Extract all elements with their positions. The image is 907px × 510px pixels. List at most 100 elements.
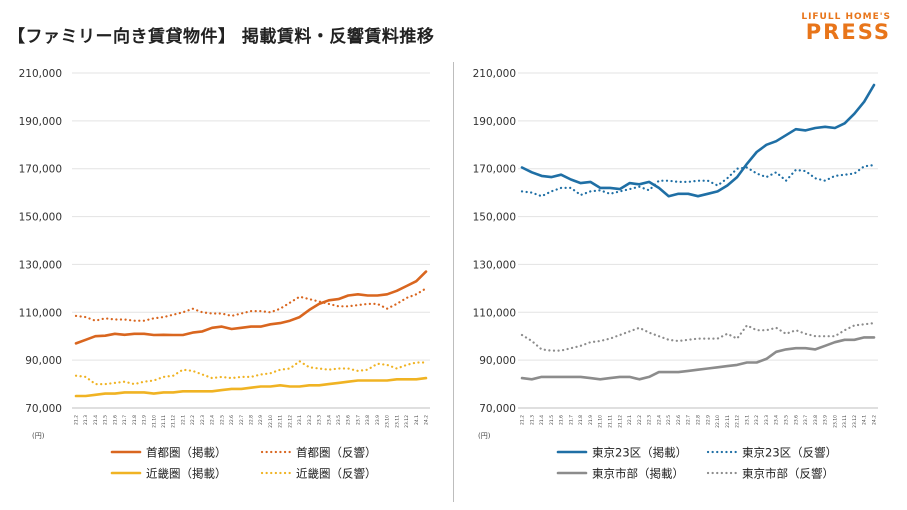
x-tick-label: 21.7 (122, 415, 128, 425)
x-tick-label: 23.10 (385, 415, 391, 428)
chart-divider (453, 62, 454, 502)
x-tick-label: 21.6 (559, 415, 565, 425)
x-tick-label: 22.6 (229, 415, 235, 425)
unit-label: (円) (32, 432, 45, 440)
series-line-2 (520, 164, 876, 198)
x-tick-label: 21.10 (151, 415, 157, 428)
x-tick-label: 23.12 (404, 415, 410, 428)
chart-tokyo23-vs-tama: 70,000 90,000 110,000 130,000 150,000 170,000… (473, 68, 878, 481)
x-tick-label: 23.9 (823, 415, 829, 425)
x-tick-label: 23.11 (842, 415, 848, 428)
x-tick-label: 22.4 (656, 415, 662, 425)
y-tick-label: 110,000 (19, 307, 62, 319)
unit-label: (円) (478, 432, 491, 440)
x-tick-label: 23.11 (394, 415, 400, 428)
x-tick-label: 23.8 (813, 415, 819, 425)
legend-label: 東京市部（反響） (742, 467, 834, 481)
x-tick-label: 23.3 (317, 415, 323, 425)
x-tick-label: 21.4 (93, 415, 99, 425)
page-title: 【ファミリー向き賃貸物件】 掲載賃料・反響賃料推移 (8, 27, 435, 47)
series-line-3 (520, 336, 876, 381)
series-line-3 (74, 376, 428, 398)
x-tick-label: 23.1 (744, 415, 750, 425)
x-tick-label: 22.8 (696, 415, 702, 425)
x-tick-label: 23.7 (803, 415, 809, 425)
y-tick-label: 150,000 (473, 212, 516, 224)
legend-label: 東京23区（反響） (742, 446, 837, 460)
x-tick-label: 23.9 (375, 415, 381, 425)
x-tick-label: 23.2 (307, 415, 313, 425)
x-tick-label: 24.2 (424, 415, 430, 425)
series-line-4 (520, 322, 876, 352)
x-tick-label: 22.2 (190, 415, 196, 425)
x-tick-label: 21.5 (549, 415, 555, 425)
x-tick-label: 21.3 (83, 415, 89, 425)
legend-label: 東京23区（掲載） (592, 446, 687, 460)
x-tick-label: 23.8 (365, 415, 371, 425)
y-tick-label: 150,000 (19, 212, 62, 224)
legend-label: 近畿圏（掲載） (146, 467, 227, 481)
chart-metro-vs-kinki: 70,000 90,000 110,000 130,000 150,000 170,000… (19, 68, 430, 481)
x-tick-label: 21.8 (578, 415, 584, 425)
x-tick-label: 24.1 (862, 415, 868, 425)
x-tick-label: 23.6 (346, 415, 352, 425)
x-tick-label: 21.10 (598, 415, 604, 428)
x-tick-label: 22.5 (219, 415, 225, 425)
x-tick-label: 21.2 (520, 415, 526, 425)
legend-label: 首都圏（掲載） (146, 446, 227, 460)
legend-label: 東京市部（掲載） (592, 467, 684, 481)
x-tick-label: 22.9 (705, 415, 711, 425)
x-tick-label: 22.1 (627, 415, 633, 425)
series-line-1 (74, 270, 428, 345)
x-tick-label: 22.3 (200, 415, 206, 425)
y-tick-label: 170,000 (19, 164, 62, 176)
logo-bottom-text: PRESS (805, 20, 891, 44)
x-tick-label: 22.7 (239, 415, 245, 425)
x-tick-label: 22.10 (715, 415, 721, 428)
x-tick-label: 22.3 (647, 415, 653, 425)
x-tick-label: 22.1 (180, 415, 186, 425)
y-tick-label: 170,000 (473, 164, 516, 176)
x-tick-label: 21.7 (568, 415, 574, 425)
x-tick-label: 22.12 (287, 415, 293, 428)
legend-label: 近畿圏（反響） (296, 467, 377, 481)
x-tick-label: 23.3 (764, 415, 770, 425)
y-tick-label: 210,000 (473, 68, 516, 80)
x-tick-label: 23.2 (754, 415, 760, 425)
x-tick-label: 21.9 (142, 415, 148, 425)
y-tick-label: 190,000 (19, 116, 62, 128)
x-tick-label: 21.6 (112, 415, 118, 425)
x-tick-label: 21.3 (529, 415, 535, 425)
x-tick-label: 22.5 (666, 415, 672, 425)
x-tick-label: 22.4 (210, 415, 216, 425)
y-tick-label: 130,000 (19, 259, 62, 271)
y-tick-label: 190,000 (473, 116, 516, 128)
x-tick-label: 23.5 (784, 415, 790, 425)
y-tick-label: 70,000 (25, 403, 62, 415)
y-tick-label: 70,000 (479, 403, 516, 415)
x-tick-label: 22.12 (735, 415, 741, 428)
x-tick-label: 23.6 (793, 415, 799, 425)
legend-label: 首都圏（反響） (296, 446, 377, 460)
x-tick-label: 21.11 (608, 415, 614, 428)
x-tick-label: 22.9 (258, 415, 264, 425)
y-tick-label: 130,000 (473, 259, 516, 271)
y-tick-label: 210,000 (19, 68, 62, 80)
x-tick-label: 23.1 (297, 415, 303, 425)
y-tick-label: 90,000 (479, 355, 516, 367)
x-tick-label: 22.10 (268, 415, 274, 428)
x-tick-label: 21.11 (161, 415, 167, 428)
x-tick-label: 21.9 (588, 415, 594, 425)
x-tick-label: 23.7 (355, 415, 361, 425)
x-tick-label: 23.5 (336, 415, 342, 425)
x-tick-label: 21.5 (103, 415, 109, 425)
x-tick-label: 23.4 (326, 415, 332, 425)
y-tick-label: 110,000 (473, 307, 516, 319)
x-tick-label: 24.2 (872, 415, 878, 425)
series-line-2 (74, 287, 428, 322)
x-tick-label: 22.11 (278, 415, 284, 428)
x-tick-label: 21.12 (171, 415, 177, 428)
x-tick-label: 22.8 (249, 415, 255, 425)
x-tick-label: 23.12 (852, 415, 858, 428)
x-tick-label: 21.2 (74, 415, 80, 425)
